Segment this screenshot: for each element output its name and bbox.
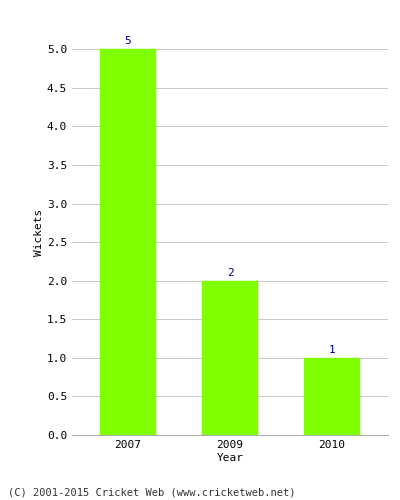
Y-axis label: Wickets: Wickets [34,209,44,256]
Bar [202,280,258,435]
Text: 1: 1 [328,345,335,355]
X-axis label: Year: Year [216,452,244,462]
Bar [304,358,360,435]
Bar [100,50,156,435]
Text: (C) 2001-2015 Cricket Web (www.cricketweb.net): (C) 2001-2015 Cricket Web (www.cricketwe… [8,488,296,498]
Text: 2: 2 [227,268,233,278]
Text: 5: 5 [125,36,132,46]
